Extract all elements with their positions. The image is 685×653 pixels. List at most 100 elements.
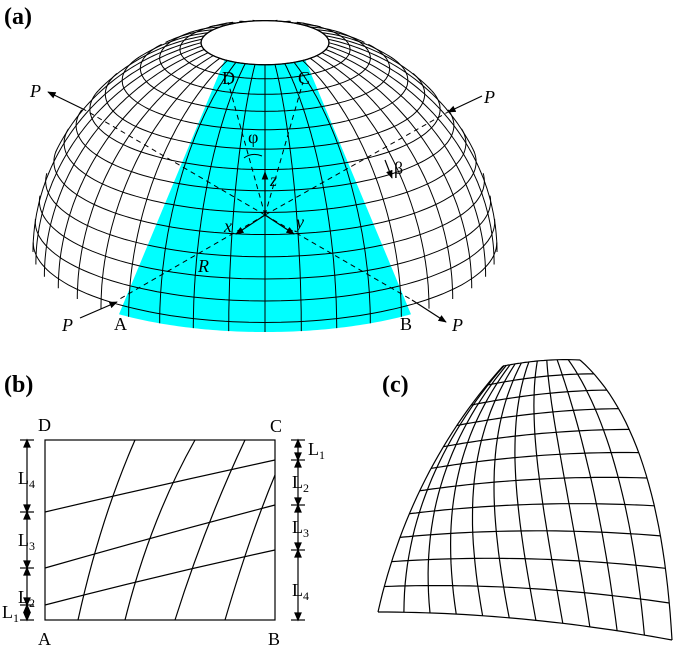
grid-line xyxy=(43,49,205,277)
grid-line xyxy=(390,56,409,81)
arrowhead xyxy=(23,438,31,448)
mesh-line xyxy=(456,408,619,427)
arrowhead xyxy=(294,497,302,507)
load-label: P xyxy=(29,81,41,101)
grid-line xyxy=(55,38,202,153)
arrowhead xyxy=(23,612,31,622)
grid-line xyxy=(35,45,202,265)
panel-label: (a) xyxy=(4,4,32,30)
point-label: C xyxy=(298,68,310,88)
grid-line xyxy=(159,61,237,324)
grid-line xyxy=(302,24,321,28)
point-label: B xyxy=(400,314,412,334)
mesh-line xyxy=(378,611,673,641)
dimension-label: L1 xyxy=(308,439,325,462)
mesh-line xyxy=(493,362,522,618)
grid-line xyxy=(34,218,496,302)
dimension-label: L3 xyxy=(18,530,35,553)
grid-line xyxy=(190,26,220,33)
point-label: A xyxy=(114,314,127,334)
deformed-mesh xyxy=(377,359,673,641)
dimension-label: L2 xyxy=(18,587,35,610)
mesh-line xyxy=(471,363,516,616)
grid-line xyxy=(325,35,432,91)
arrowhead xyxy=(294,452,302,462)
grid-line xyxy=(32,42,202,252)
grid-line xyxy=(293,61,371,324)
grid-line xyxy=(100,57,221,309)
load-label: P xyxy=(483,87,495,107)
mesh-line xyxy=(579,359,673,641)
grid-line xyxy=(76,55,214,299)
corner-label: D xyxy=(38,415,51,435)
arrows xyxy=(47,91,483,323)
symbol: z xyxy=(269,170,277,190)
grid-line xyxy=(473,151,477,162)
grid-line xyxy=(309,57,430,309)
dimension-label: L4 xyxy=(18,468,35,491)
dimension-label: L4 xyxy=(292,580,309,603)
mesh-line xyxy=(546,360,591,627)
grid-line xyxy=(137,32,209,59)
grid-line xyxy=(321,32,393,59)
arrowhead xyxy=(23,597,31,607)
mesh-line xyxy=(431,451,639,469)
dimension-label: L3 xyxy=(292,517,309,540)
arrowhead xyxy=(294,612,302,622)
grid-line xyxy=(302,60,402,317)
grid-line xyxy=(328,45,495,265)
grid-line xyxy=(328,38,475,153)
grid-line xyxy=(104,73,426,150)
opening xyxy=(200,19,330,66)
dimension-sub: 3 xyxy=(303,526,309,540)
grid-line xyxy=(228,64,256,332)
grid-line xyxy=(316,55,454,299)
dimension-main: L xyxy=(2,602,13,622)
arrowhead xyxy=(23,560,31,570)
grid-line xyxy=(53,151,477,235)
grid-line xyxy=(165,29,214,43)
dimension-sub: 2 xyxy=(303,481,309,495)
arrowhead xyxy=(23,504,31,514)
grid-line xyxy=(316,29,365,43)
symbol: β xyxy=(394,158,403,178)
mesh-line xyxy=(567,359,645,636)
grid-line xyxy=(412,73,426,95)
mesh-line xyxy=(427,365,507,613)
dimension-sub: 4 xyxy=(29,477,35,491)
arrowhead xyxy=(294,542,302,552)
grid-line xyxy=(310,26,340,33)
mesh-line xyxy=(399,530,661,538)
load-label: P xyxy=(451,315,463,335)
mesh-line xyxy=(443,428,630,448)
mesh-line xyxy=(533,360,564,624)
mesh-line xyxy=(419,476,648,492)
point-label: D xyxy=(222,68,235,88)
angle-arc xyxy=(243,153,263,159)
arrowhead xyxy=(23,603,31,613)
mesh-line xyxy=(377,365,504,613)
grid-line xyxy=(128,60,228,317)
dimension-sub: 3 xyxy=(29,539,35,553)
mesh-line xyxy=(409,503,655,515)
mesh-line xyxy=(384,584,670,604)
grid-line xyxy=(431,90,441,110)
dimension-main: L xyxy=(292,517,303,537)
arrowhead xyxy=(294,438,302,448)
arrowhead xyxy=(294,548,302,558)
panel-label: (c) xyxy=(382,372,409,398)
dimension-sub: 2 xyxy=(29,596,35,610)
mesh-line xyxy=(471,389,607,406)
panel-b-drawing xyxy=(20,438,305,622)
arrowhead xyxy=(294,503,302,513)
corner-label: C xyxy=(270,416,282,436)
symbol: R xyxy=(197,256,209,276)
corner-label: B xyxy=(268,629,280,649)
dimension-label: L2 xyxy=(292,472,309,495)
dimension-label: L1 xyxy=(2,602,19,625)
grid-line xyxy=(284,63,338,329)
mesh-line xyxy=(514,361,537,621)
grid-line xyxy=(274,64,302,332)
grid-line xyxy=(57,52,209,289)
